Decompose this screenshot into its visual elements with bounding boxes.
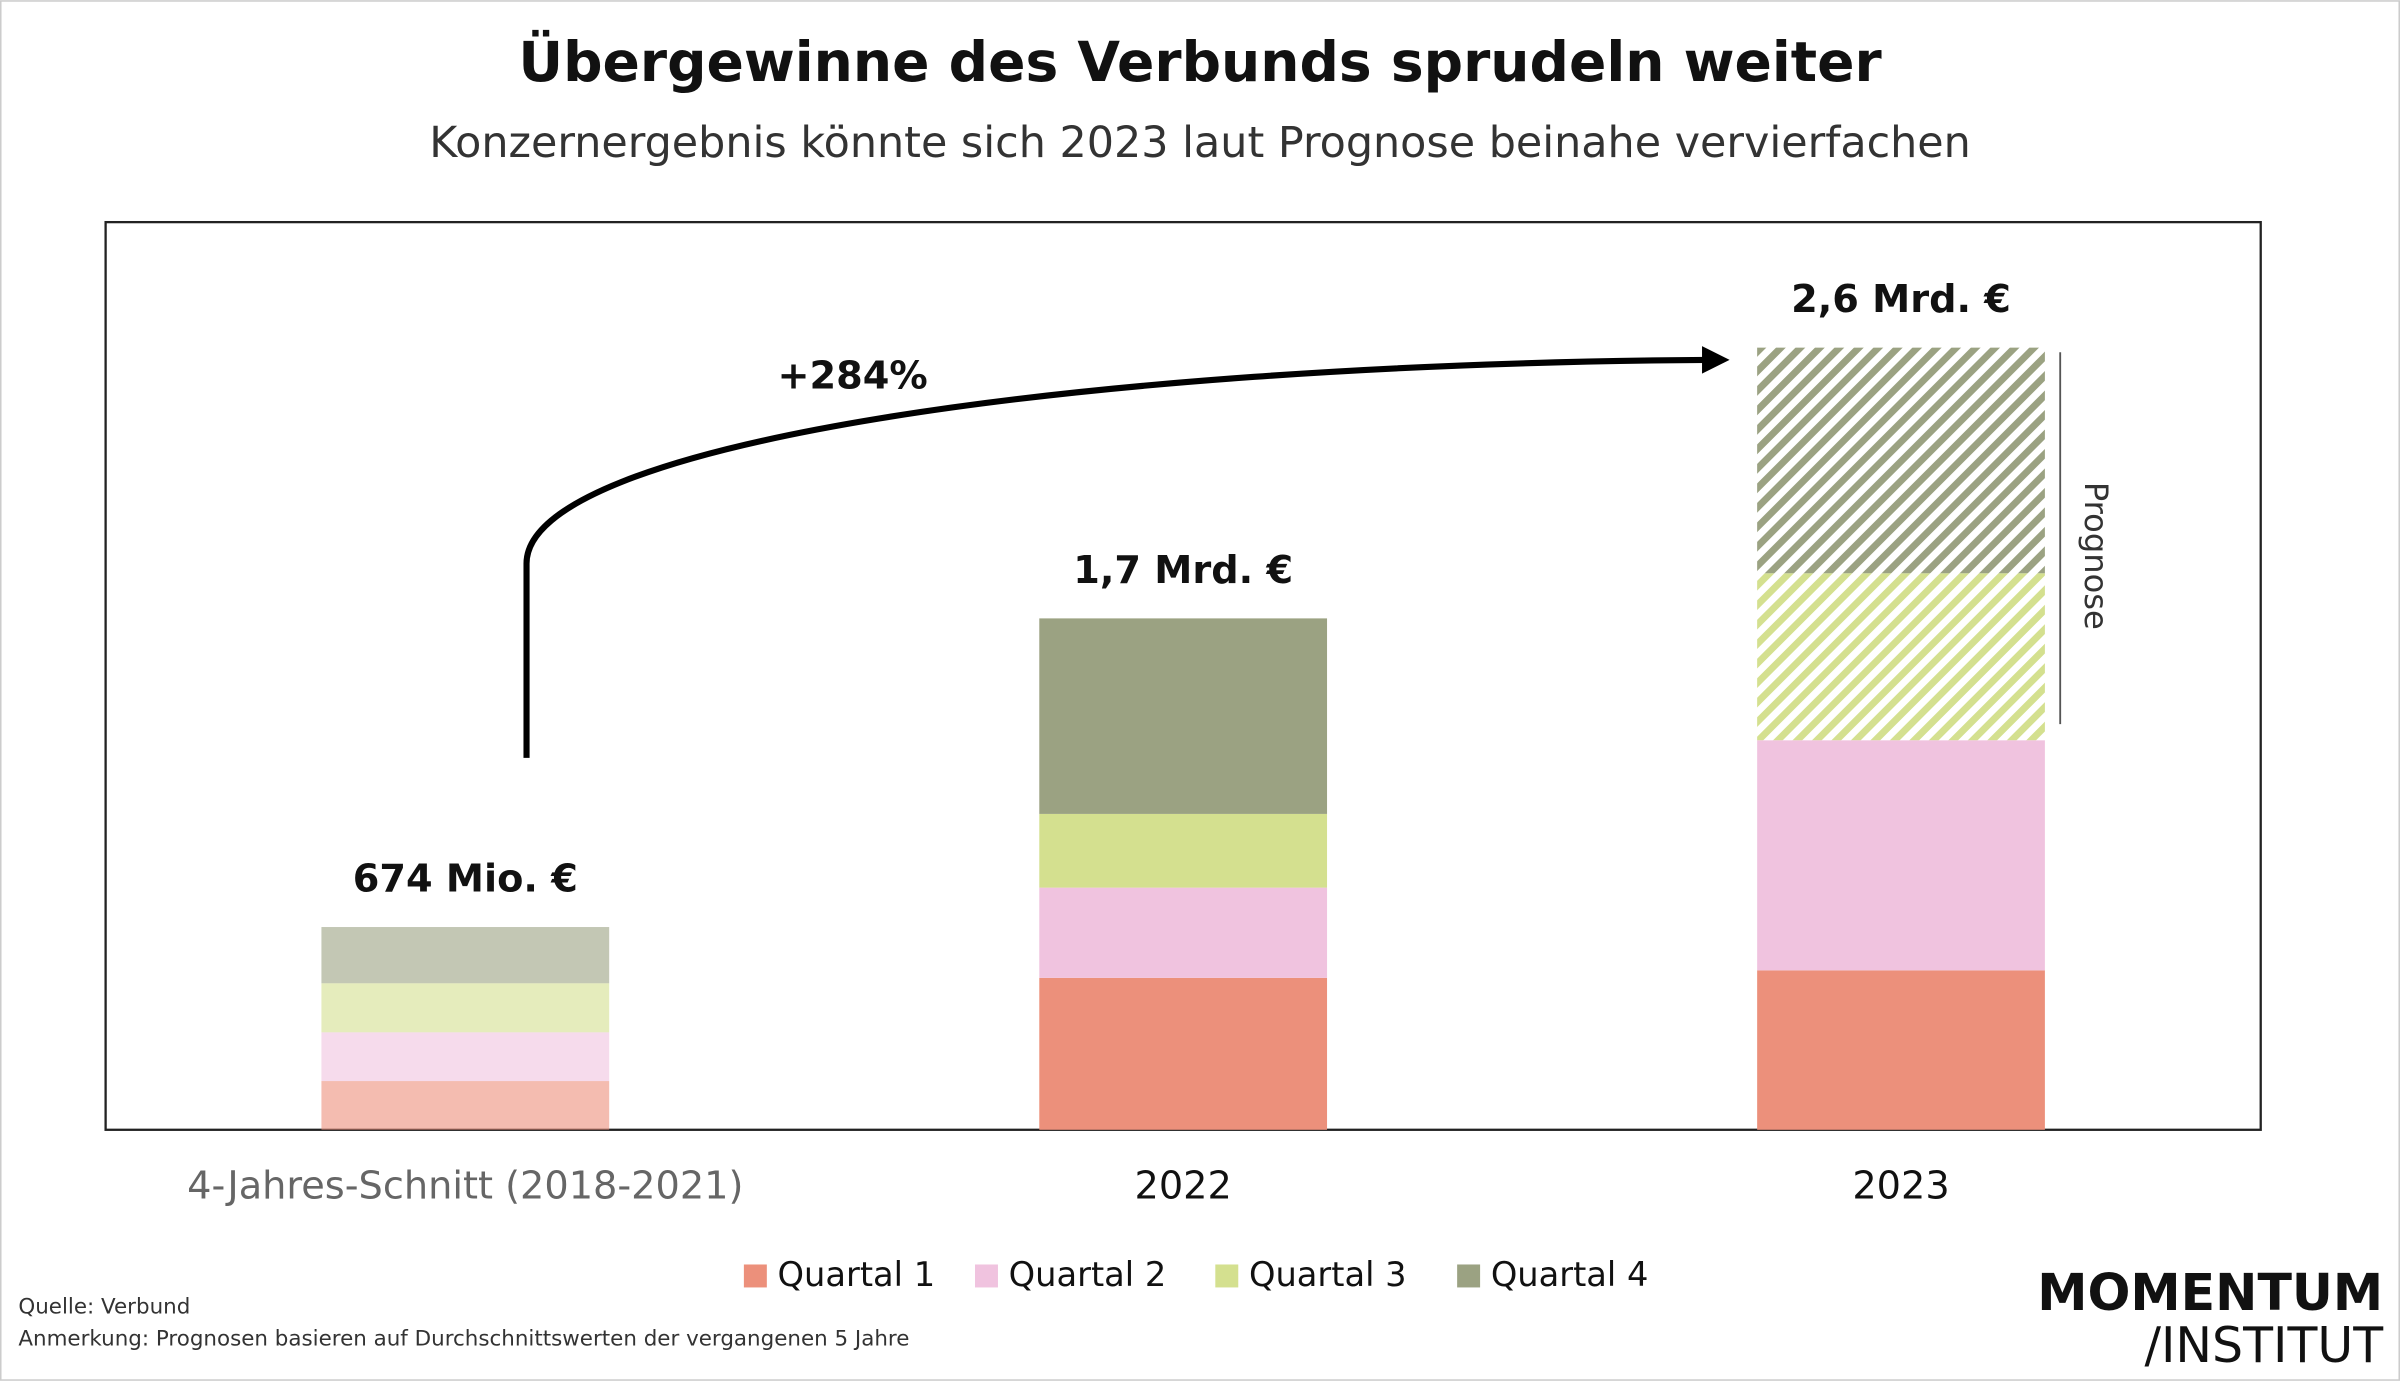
chart-title: Übergewinne des Verbunds sprudeln weiter [518, 30, 1882, 94]
forecast-label: Prognose [2077, 482, 2115, 630]
legend-swatch [975, 1264, 998, 1288]
total-label: 2,6 Mrd. € [1791, 277, 2011, 322]
total-label: 1,7 Mrd. € [1073, 548, 1293, 593]
bar-segment [1757, 573, 2045, 741]
legend-label: Quartal 1 [778, 1255, 936, 1294]
plot-frame [104, 220, 2262, 1131]
bar-segment [321, 1081, 610, 1130]
legend-label: Quartal 4 [1491, 1255, 1649, 1294]
bar-segment [321, 927, 610, 984]
bar-segment [1757, 347, 2045, 574]
bar-segment [1039, 977, 1328, 1130]
logo-bottom: /INSTITUT [2144, 1317, 2384, 1374]
legend-swatch [1457, 1264, 1481, 1288]
legend-label: Quartal 2 [1009, 1255, 1167, 1294]
note: Anmerkung: Prognosen basieren auf Durchs… [18, 1326, 909, 1351]
bar-segment [321, 1032, 610, 1082]
bar-segment [1039, 618, 1328, 814]
arrow-head [1702, 346, 1730, 374]
legend-swatch [1215, 1264, 1239, 1288]
bar-segment [321, 983, 610, 1033]
bar-segment [1757, 970, 2045, 1130]
growth-arrow [523, 356, 1707, 758]
source: Quelle: Verbund [18, 1294, 190, 1319]
bar-segment [1757, 740, 2045, 971]
total-label: 674 Mio. € [353, 857, 578, 902]
bar-segment [1039, 887, 1328, 978]
growth-label: +284% [777, 354, 927, 399]
legend-swatch [743, 1264, 767, 1288]
chart-subtitle: Konzernergebnis könnte sich 2023 laut Pr… [429, 118, 1971, 168]
x-tick-label: 2022 [1134, 1163, 1231, 1208]
x-tick-label: 2023 [1852, 1163, 1949, 1208]
bar-segment [1039, 813, 1328, 888]
logo-top: MOMENTUM [2037, 1263, 2383, 1322]
x-tick-label: 4-Jahres-Schnitt (2018-2021) [187, 1163, 743, 1208]
legend-label: Quartal 3 [1249, 1255, 1407, 1294]
